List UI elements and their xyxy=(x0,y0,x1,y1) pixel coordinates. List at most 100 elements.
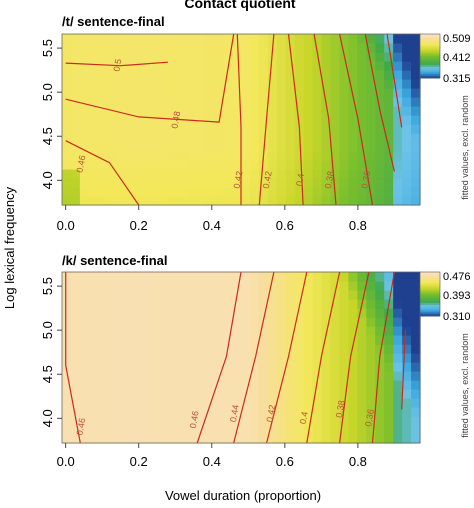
heatmap-cell xyxy=(303,416,314,426)
heatmap-cell xyxy=(187,97,197,107)
heatmap-cell xyxy=(357,335,367,345)
heatmap-cell xyxy=(276,407,287,417)
heatmap-cell xyxy=(124,344,135,354)
heatmap-cell xyxy=(124,178,135,188)
heatmap-cell xyxy=(62,97,72,107)
heatmap-cell xyxy=(241,52,251,62)
heatmap-cell xyxy=(312,344,323,354)
heatmap-cell xyxy=(106,353,117,363)
heatmap-cell xyxy=(258,178,269,188)
heatmap-cell xyxy=(70,151,81,161)
heatmap-cell xyxy=(169,187,179,197)
contour-line xyxy=(339,33,374,206)
heatmap-cell xyxy=(411,398,421,408)
heatmap-cell xyxy=(339,106,349,116)
heatmap-cell xyxy=(133,398,144,408)
heatmap-cell xyxy=(312,196,323,206)
heatmap-cell xyxy=(88,353,99,363)
heatmap-cell xyxy=(285,115,296,125)
heatmap-cell xyxy=(223,290,233,300)
heatmap-cell xyxy=(124,317,135,327)
contour-line xyxy=(339,271,370,444)
heatmap-cell xyxy=(142,416,153,426)
x-tick-label: 0.4 xyxy=(203,454,221,469)
heatmap-cell xyxy=(62,88,72,98)
colorbar-mid-label: 0.393 xyxy=(443,290,471,302)
heatmap-cell xyxy=(232,151,242,161)
heatmap-cell xyxy=(303,389,314,399)
heatmap-cell xyxy=(133,389,144,399)
heatmap-cell xyxy=(223,362,233,372)
heatmap-cell xyxy=(205,335,215,345)
heatmap-cell xyxy=(312,281,323,291)
heatmap-cell xyxy=(62,290,72,300)
heatmap-cell xyxy=(393,34,403,44)
y-tick-label: 5.0 xyxy=(40,83,55,101)
heatmap-cell xyxy=(151,169,162,179)
heatmap-cell xyxy=(258,353,269,363)
heatmap-cell xyxy=(402,389,412,399)
heatmap-cell xyxy=(321,169,332,179)
heatmap-cell xyxy=(330,272,341,282)
heatmap-cell xyxy=(402,97,412,107)
heatmap-cell xyxy=(384,407,394,417)
heatmap-cell xyxy=(321,362,332,372)
heatmap-cell xyxy=(124,272,135,282)
heatmap-cell xyxy=(169,142,179,152)
colorbar-swatch xyxy=(420,70,440,73)
heatmap-cell xyxy=(169,308,179,318)
heatmap-cell xyxy=(375,272,385,282)
heatmap-cell xyxy=(375,97,385,107)
heatmap-cell xyxy=(133,160,144,170)
heatmap-cell xyxy=(294,34,305,44)
colorbar-swatch xyxy=(420,294,440,297)
heatmap-cell xyxy=(330,362,341,372)
x-tick-label: 0.6 xyxy=(276,218,294,233)
heatmap-cell xyxy=(151,70,162,80)
heatmap-cell xyxy=(88,151,99,161)
heatmap-cell xyxy=(142,88,153,98)
heatmap-cell xyxy=(321,281,332,291)
heatmap-cell xyxy=(124,142,135,152)
heatmap-cell xyxy=(124,308,135,318)
heatmap-cell xyxy=(285,434,296,444)
heatmap-cell xyxy=(88,34,99,44)
heatmap-cell xyxy=(375,425,385,435)
heatmap-cell xyxy=(106,281,117,291)
contour-line xyxy=(313,33,337,206)
heatmap-cell xyxy=(348,425,358,435)
heatmap-cell xyxy=(285,299,296,309)
heatmap-cell xyxy=(223,151,233,161)
heatmap-cell xyxy=(348,335,358,345)
heatmap-cell xyxy=(70,61,81,71)
heatmap-cell xyxy=(205,434,215,444)
heatmap-cell xyxy=(187,106,197,116)
heatmap-cell xyxy=(267,79,278,89)
contour-line xyxy=(371,271,395,444)
heatmap-cell xyxy=(115,52,126,62)
heatmap-cell xyxy=(196,151,206,161)
heatmap-cell xyxy=(115,380,126,390)
heatmap-cell xyxy=(384,416,394,426)
heatmap-cell xyxy=(151,79,162,89)
heatmap-cell xyxy=(285,290,296,300)
heatmap-cell xyxy=(160,61,170,71)
heatmap-cell xyxy=(366,97,376,107)
heatmap-cell xyxy=(276,52,287,62)
heatmap-cell xyxy=(70,43,81,53)
heatmap-cell xyxy=(178,70,188,80)
heatmap-cell xyxy=(312,299,323,309)
heatmap-cell xyxy=(196,398,206,408)
heatmap-cell xyxy=(62,124,72,134)
heatmap-cell xyxy=(133,299,144,309)
heatmap-cell xyxy=(312,272,323,282)
heatmap-cell xyxy=(357,389,367,399)
heatmap-cell xyxy=(249,79,260,89)
contour-label: 0.38 xyxy=(323,170,336,189)
heatmap-cell xyxy=(106,389,117,399)
heatmap-cell xyxy=(330,160,341,170)
heatmap-cell xyxy=(267,187,278,197)
heatmap-cell xyxy=(384,326,394,336)
heatmap-cell xyxy=(348,169,358,179)
heatmap-cell xyxy=(375,52,385,62)
